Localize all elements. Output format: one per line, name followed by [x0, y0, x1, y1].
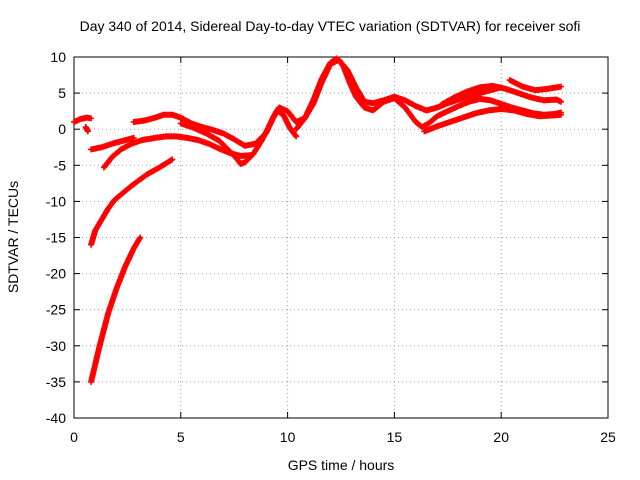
data-point — [137, 234, 144, 241]
data-point — [84, 128, 91, 135]
series-arc-lower-tail — [421, 105, 565, 135]
x-tick-label: 0 — [70, 429, 78, 445]
y-tick-label: -30 — [46, 338, 66, 354]
data-point — [169, 156, 176, 163]
data-point — [293, 133, 300, 140]
y-tick-label: -35 — [46, 374, 66, 390]
data-points — [71, 55, 565, 385]
x-axis: 0 5 10 15 20 25 — [70, 57, 616, 445]
x-tick-label: 10 — [280, 429, 296, 445]
x-axis-title: GPS time / hours — [288, 457, 395, 473]
data-point — [558, 98, 565, 105]
y-axis-title: SDTVAR / TECUs — [5, 181, 21, 293]
y-tick-label: 5 — [58, 85, 66, 101]
y-tick-label: -10 — [46, 193, 66, 209]
y-tick-label: -40 — [46, 410, 66, 426]
data-point — [558, 83, 565, 90]
series-arc-short-2 — [82, 124, 91, 135]
series-arc-end — [506, 77, 565, 94]
y-tick-label: -25 — [46, 302, 66, 318]
series-arc-upper-tail — [438, 82, 565, 108]
series-arc-steep — [88, 234, 144, 385]
y-tick-label: 0 — [58, 121, 66, 137]
x-tick-label: 20 — [493, 429, 509, 445]
x-tick-label: 15 — [387, 429, 403, 445]
x-tick-label: 5 — [177, 429, 185, 445]
y-tick-label: -20 — [46, 266, 66, 282]
series-arc-short-1 — [71, 114, 95, 125]
series-arc-valley — [177, 107, 300, 167]
y-tick-label: -5 — [54, 157, 67, 173]
y-tick-label: -15 — [46, 230, 66, 246]
data-point — [292, 132, 299, 139]
chart-title: Day 340 of 2014, Sidereal Day-to-day VTE… — [80, 18, 581, 34]
data-point — [558, 111, 565, 118]
series-arc-mid-1 — [88, 134, 137, 153]
y-axis: -40 -35 -30 -25 -20 -15 -10 -5 0 5 10 — [46, 49, 608, 426]
x-tick-label: 25 — [600, 429, 616, 445]
data-point — [130, 134, 137, 141]
data-point — [88, 115, 95, 122]
y-tick-label: 10 — [50, 49, 66, 65]
series-arc-rise-1 — [88, 156, 176, 248]
